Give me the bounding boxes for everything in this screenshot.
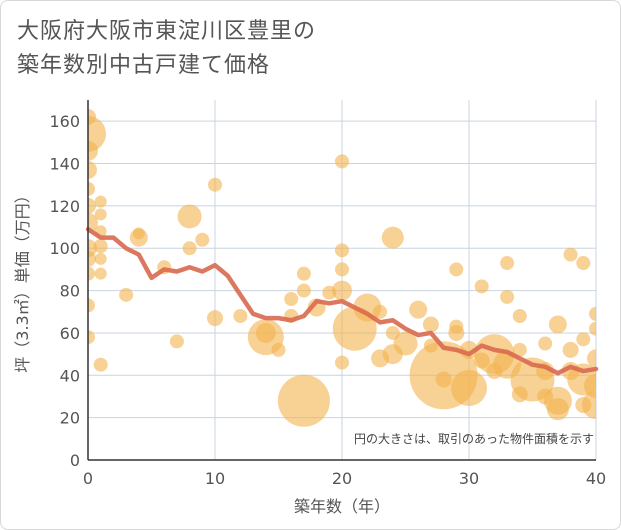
data-bubble — [409, 300, 428, 319]
data-bubble — [335, 243, 349, 258]
tick-labels: 0 10 20 30 40 0 20 40 60 80 100 120 140 160 — [49, 112, 606, 488]
data-bubble — [296, 266, 311, 281]
data-bubble — [93, 357, 108, 372]
data-bubble — [373, 304, 388, 319]
data-bubble — [94, 208, 107, 221]
data-bubble — [500, 256, 515, 271]
data-bubble — [182, 241, 197, 256]
data-bubble — [88, 250, 96, 267]
data-bubble — [277, 374, 330, 427]
data-bubble — [94, 195, 107, 208]
data-bubble — [546, 398, 569, 421]
data-bubble — [94, 252, 107, 265]
y-tick-label: 100 — [49, 239, 80, 258]
data-bubble — [335, 154, 349, 169]
data-bubble — [422, 316, 439, 333]
data-bubble — [88, 160, 97, 179]
chart-title: 大阪府大阪市東淀川区豊里の 築年数別中古戸建て価格 — [17, 19, 317, 78]
data-bubble — [393, 331, 418, 356]
data-bubble — [296, 283, 311, 298]
data-bubble — [576, 332, 591, 347]
data-bubble — [208, 177, 222, 192]
data-bubble — [88, 108, 96, 125]
data-bubble — [512, 342, 527, 357]
data-bubble — [119, 287, 134, 302]
data-bubble — [88, 197, 96, 214]
data-bubble — [233, 309, 248, 323]
x-tick-label: 0 — [83, 469, 93, 488]
x-tick-label: 40 — [586, 469, 606, 488]
data-bubble — [435, 371, 452, 388]
data-bubble — [335, 355, 349, 370]
data-bubble — [589, 321, 596, 336]
data-bubble — [335, 262, 349, 277]
data-bubble — [512, 309, 527, 323]
y-tick-label: 140 — [49, 155, 80, 174]
data-bubble — [88, 212, 98, 233]
data-bubble — [576, 256, 591, 271]
data-bubble — [381, 226, 404, 249]
x-tick-label: 30 — [459, 469, 479, 488]
data-bubble — [562, 341, 579, 358]
bubble-layer — [88, 108, 596, 427]
data-bubble — [169, 334, 184, 349]
x-axis-label: 築年数（年） — [294, 497, 390, 516]
data-bubble — [88, 330, 95, 345]
x-tick-label: 10 — [205, 469, 225, 488]
data-bubble — [132, 227, 145, 240]
y-tick-label: 60 — [60, 324, 80, 343]
data-bubble — [88, 181, 95, 196]
data-bubble — [582, 390, 596, 419]
gridlines — [88, 100, 597, 460]
data-bubble — [88, 140, 98, 161]
axes — [87, 100, 596, 461]
data-bubble — [284, 292, 299, 307]
data-bubble — [563, 247, 578, 262]
data-bubble — [451, 370, 487, 406]
data-bubble — [589, 306, 596, 321]
data-bubble — [449, 262, 464, 277]
data-bubble — [88, 298, 95, 313]
data-bubble — [94, 267, 107, 280]
bubble-size-note: 円の大きさは、取引のあった物件面積を示す — [354, 431, 594, 446]
data-bubble — [88, 266, 95, 281]
y-tick-label: 40 — [60, 366, 80, 385]
y-tick-label: 20 — [60, 409, 80, 428]
data-bubble — [538, 336, 553, 351]
data-bubble — [500, 289, 515, 304]
y-tick-label: 160 — [49, 112, 80, 131]
trend-line — [85, 226, 599, 376]
data-bubble — [448, 324, 465, 341]
y-axis-label: 坪（3.3㎡）単価（万円） — [13, 187, 32, 372]
y-tick-label: 120 — [49, 197, 80, 216]
data-bubble — [332, 280, 352, 301]
y-tick-label: 0 — [70, 451, 80, 470]
data-bubble — [474, 279, 489, 294]
data-bubble — [93, 239, 108, 254]
data-bubble — [587, 349, 596, 368]
trend-layer — [85, 226, 599, 376]
x-tick-label: 20 — [332, 469, 352, 488]
data-bubble — [271, 342, 286, 357]
data-bubble — [548, 315, 567, 334]
data-bubble — [195, 232, 210, 247]
data-bubble — [177, 204, 202, 229]
y-tick-label: 80 — [60, 282, 80, 301]
data-bubble — [207, 310, 223, 327]
